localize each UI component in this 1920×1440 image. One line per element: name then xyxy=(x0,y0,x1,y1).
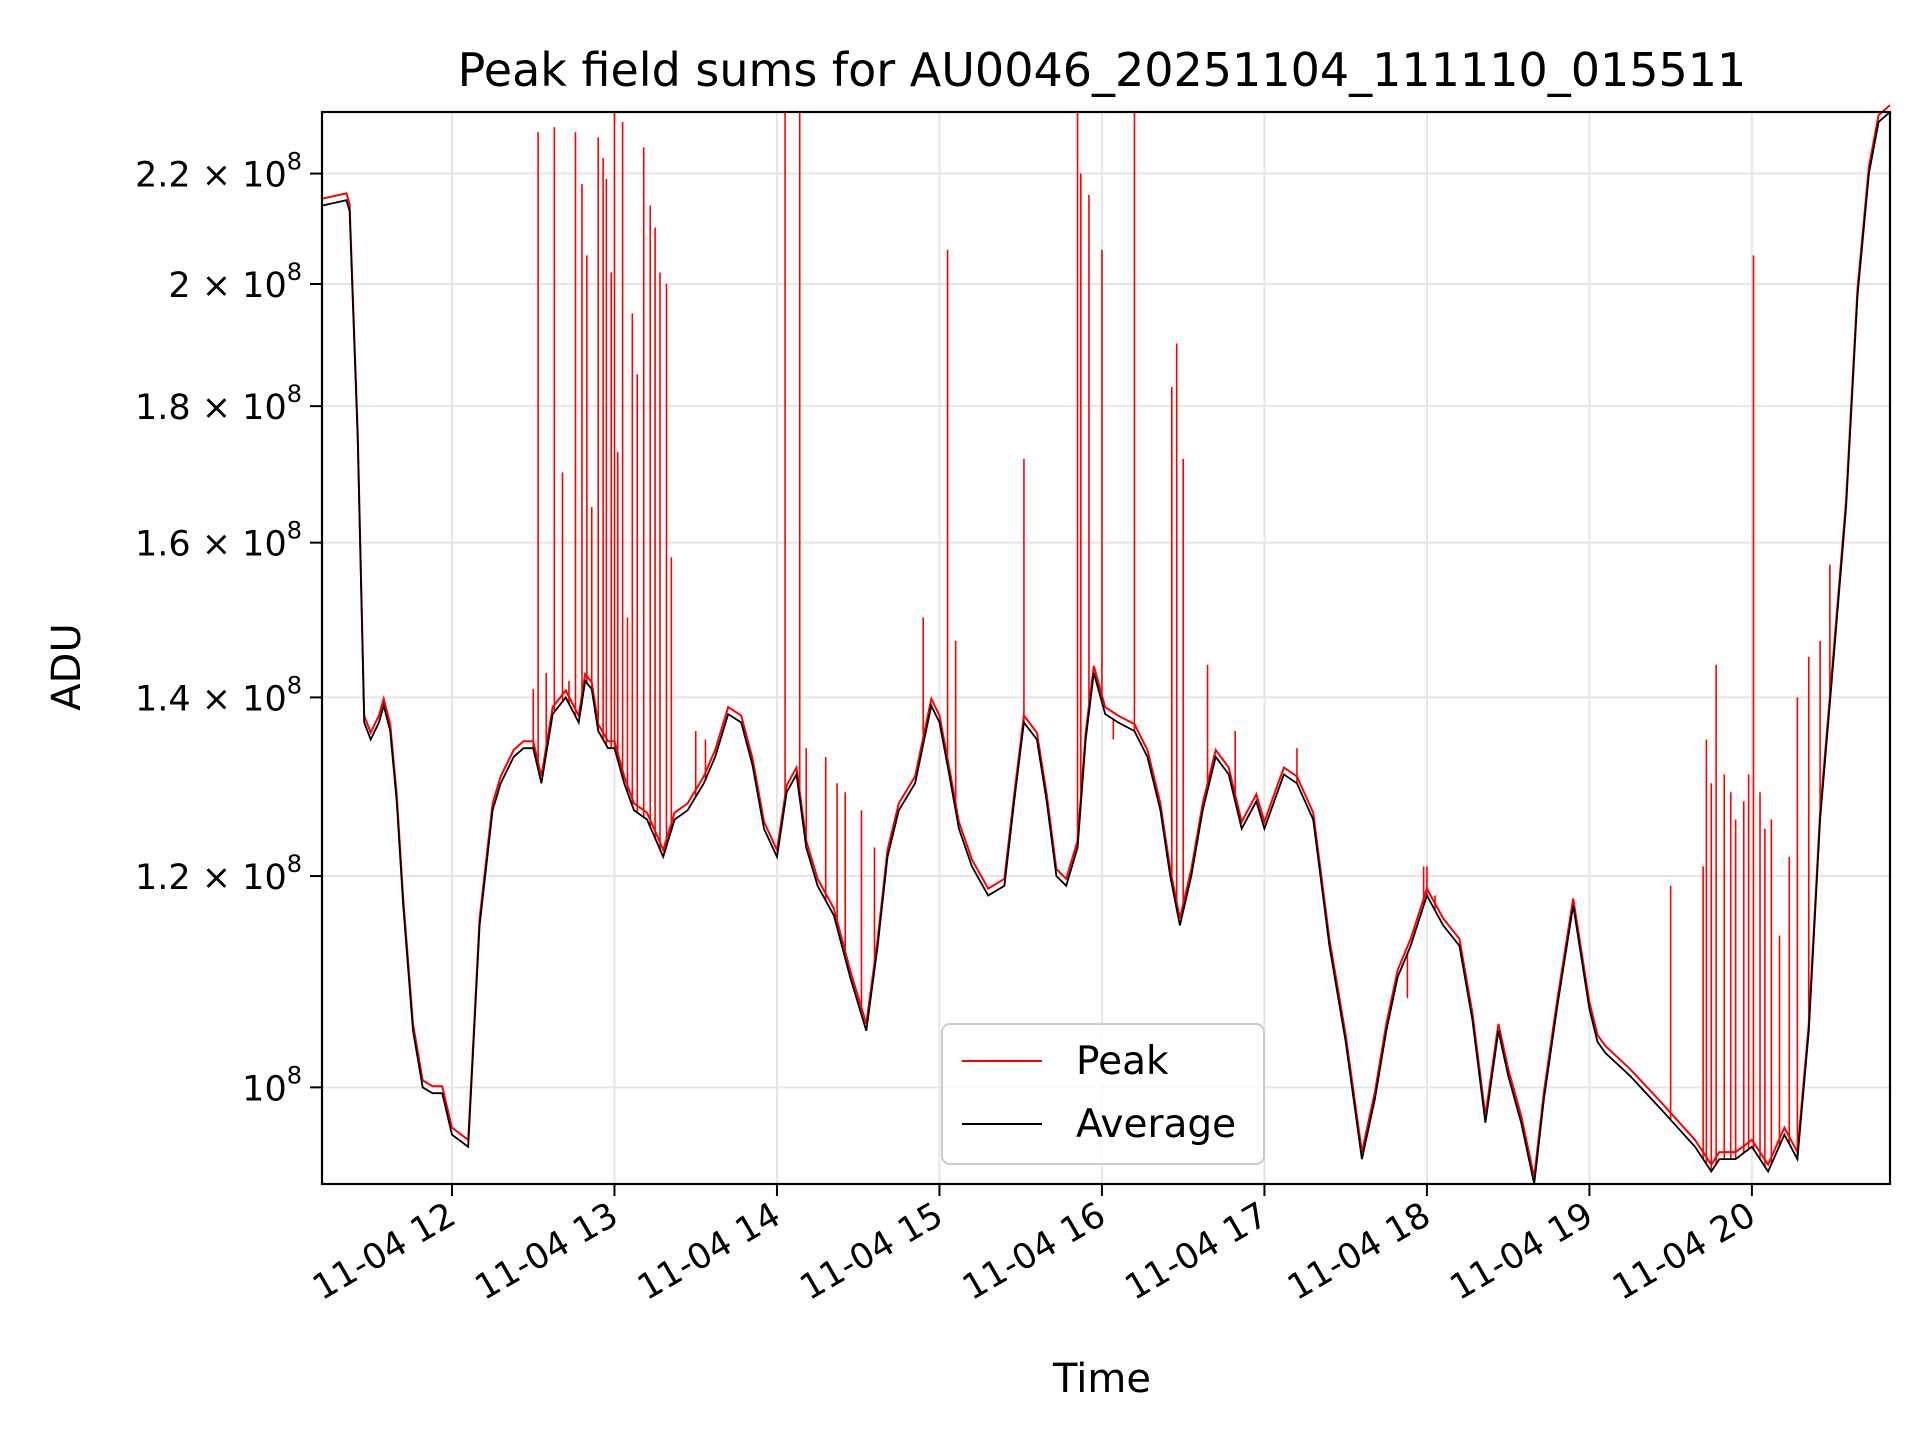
y-tick-label: 2 × 108 xyxy=(168,258,302,306)
legend-peak-label: Peak xyxy=(1076,1039,1169,1084)
y-tick-label: 1.8 × 108 xyxy=(135,380,302,428)
y-axis: 108 1.2 × 108 1.4 × 108 1.6 × 108 1.8 × 108 2… xyxy=(135,148,322,1109)
y-tick-label: 1.4 × 108 xyxy=(135,671,302,719)
y-axis-label: ADU xyxy=(44,623,90,710)
legend-average-label: Average xyxy=(1076,1102,1236,1147)
chart-title: Peak field sums for AU0046_20251104_1111… xyxy=(458,43,1747,97)
x-axis-label: Time xyxy=(1052,1356,1151,1402)
legend-box xyxy=(941,1023,1265,1165)
y-tick-label: 108 xyxy=(242,1061,302,1109)
legend: Peak Average xyxy=(941,1023,1265,1165)
plot-frame xyxy=(320,110,1892,1186)
average-series-line xyxy=(321,111,1891,1185)
y-tick-label: 1.2 × 108 xyxy=(135,850,302,898)
plot-area xyxy=(321,104,1891,1185)
y-tick-label: 2.2 × 108 xyxy=(135,148,302,196)
y-tick-label: 1.6 × 108 xyxy=(135,517,302,565)
